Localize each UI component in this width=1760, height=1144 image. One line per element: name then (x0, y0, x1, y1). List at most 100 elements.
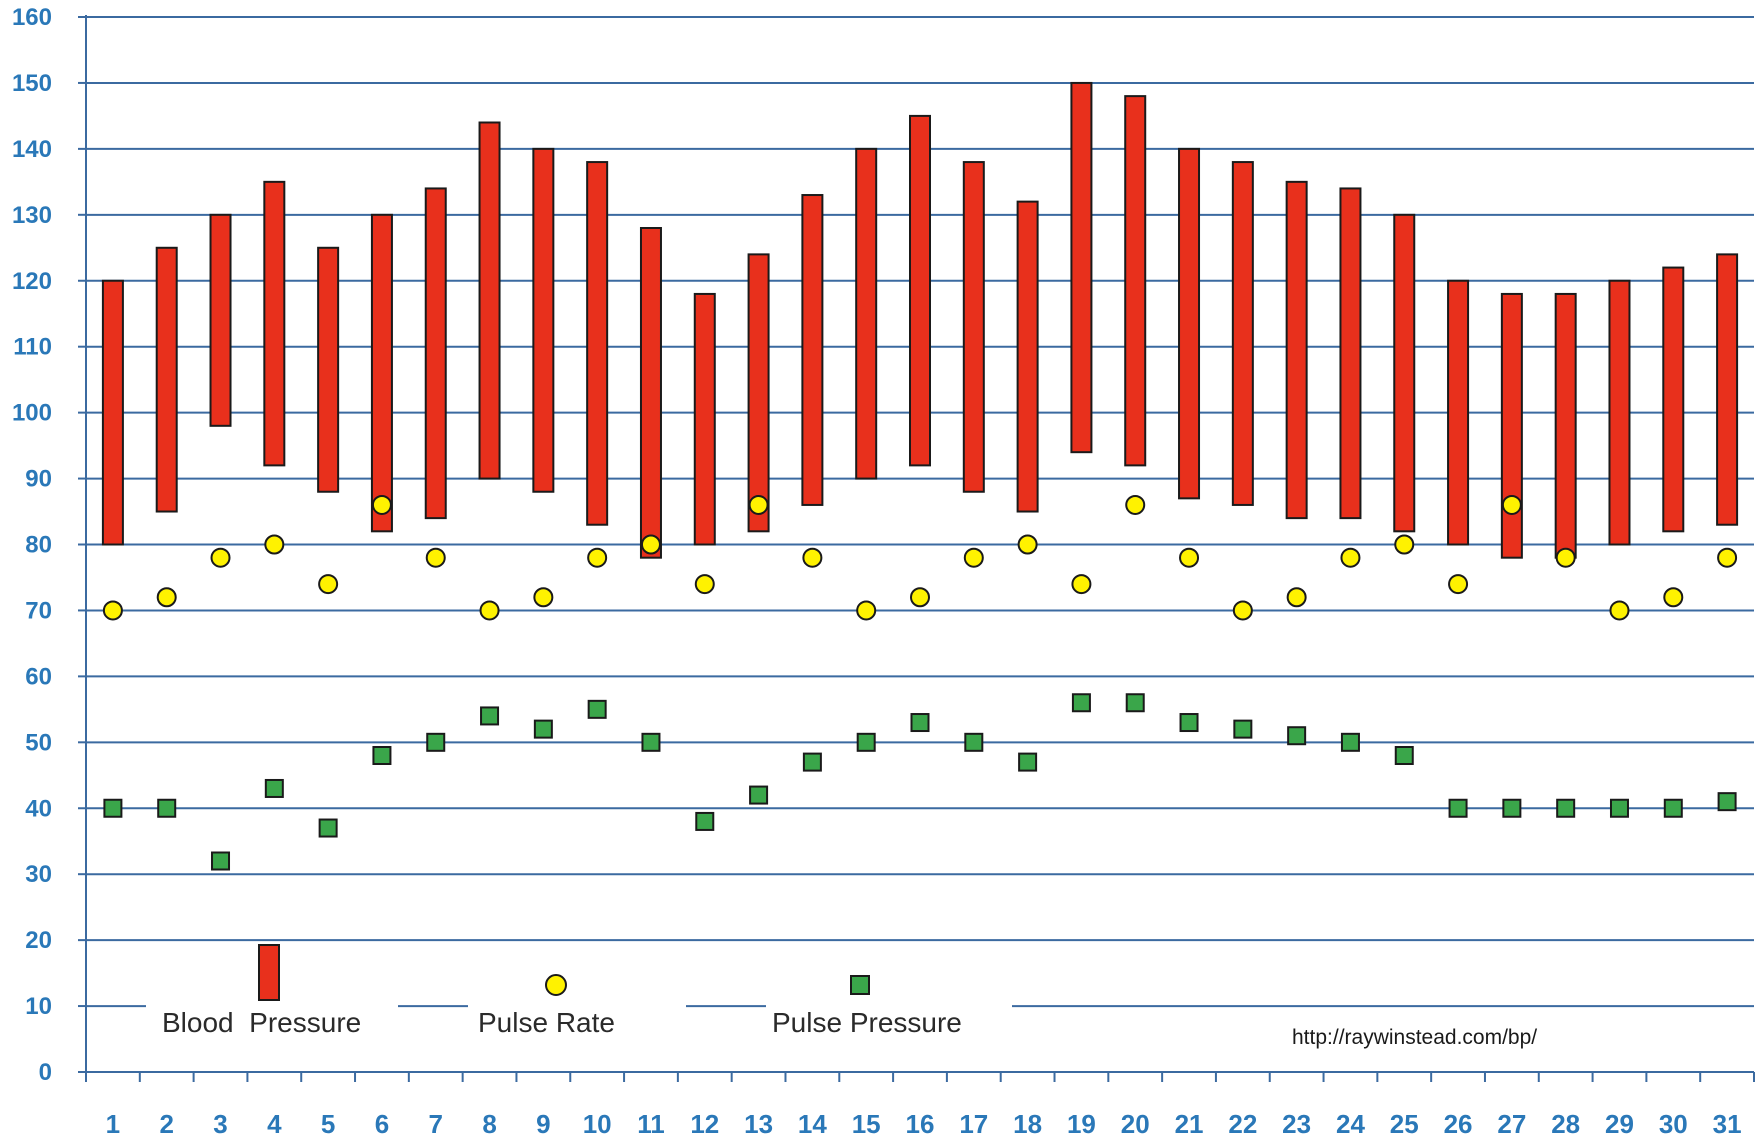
y-tick-label-40: 40 (25, 795, 52, 822)
bp-bar-day-10 (586, 161, 609, 526)
y-tick-label-150: 150 (12, 70, 52, 97)
bp-bar-day-16 (909, 114, 931, 467)
bp-bar-day-22 (1231, 161, 1254, 506)
bp-bar-day-29 (1608, 279, 1631, 546)
pulse-pressure-point-day-22 (1233, 719, 1253, 739)
pulse-rate-point-day-27 (1501, 494, 1522, 515)
legend: Blood Pressure Pulse Rate Pulse Pressure… (162, 944, 1537, 1049)
pulse-rate-point-day-26 (1448, 574, 1469, 595)
pulse-pressure-point-day-1 (103, 798, 123, 818)
bp-bar-day-18 (1016, 200, 1039, 513)
pulse-pressure-point-day-9 (533, 719, 553, 739)
pulse-pressure-point-day-3 (211, 851, 231, 871)
legend-swatch-pulse-rate (545, 974, 567, 996)
pulse-rate-point-day-15 (856, 600, 877, 621)
bp-bar-day-3 (209, 213, 232, 427)
x-tick-label-2: 2 (159, 1109, 173, 1139)
x-tick-label-20: 20 (1121, 1109, 1150, 1139)
pulse-rate-point-day-4 (264, 534, 285, 555)
pulse-rate-point-day-2 (156, 587, 177, 608)
pulse-pressure-point-day-11 (641, 732, 661, 752)
pulse-rate-point-day-30 (1663, 587, 1684, 608)
x-tick-label-18: 18 (1013, 1109, 1042, 1139)
bp-bar-day-4 (263, 180, 286, 467)
pulse-rate-point-day-6 (371, 494, 392, 515)
pulse-rate-point-day-20 (1125, 494, 1146, 515)
y-tick-label-70: 70 (25, 597, 52, 624)
x-tick-label-24: 24 (1336, 1109, 1365, 1139)
bp-bar-day-24 (1339, 187, 1362, 520)
pulse-rate-point-day-23 (1286, 587, 1307, 608)
bp-bar-day-20 (1124, 95, 1147, 467)
x-tick-label-7: 7 (429, 1109, 443, 1139)
y-tick-label-60: 60 (25, 663, 52, 690)
pulse-pressure-point-day-19 (1071, 693, 1091, 713)
x-tick-label-6: 6 (375, 1109, 389, 1139)
bp-bar-day-6 (370, 213, 393, 533)
pulse-pressure-point-day-18 (1018, 752, 1038, 772)
pulse-rate-point-day-5 (318, 574, 339, 595)
pulse-rate-point-day-22 (1232, 600, 1253, 621)
source-url-annotation: http://raywinstead.com/bp/ (1292, 1026, 1537, 1049)
pulse-pressure-point-day-7 (426, 732, 446, 752)
pulse-rate-point-day-25 (1394, 534, 1415, 555)
bp-bar-day-2 (155, 246, 178, 513)
y-tick-label-120: 120 (12, 268, 52, 295)
pulse-rate-point-day-16 (910, 587, 930, 608)
pulse-rate-point-day-14 (802, 547, 823, 568)
x-tick-label-28: 28 (1551, 1109, 1580, 1139)
x-tick-labels: 1 2 3 4 5 6 7 8 9 10 11 12 13 14 15 16 17 18 19 20 21 22 23 24 2… (106, 1109, 1742, 1139)
legend-swatch-pulse-pressure (850, 975, 870, 995)
pulse-pressure-point-day-20 (1125, 693, 1145, 713)
pulse-rate-point-day-7 (425, 547, 446, 568)
pulse-pressure-point-day-5 (318, 818, 338, 838)
bp-bar-day-14 (801, 194, 824, 506)
x-tick-label-9: 9 (536, 1109, 550, 1139)
pulse-rate-point-day-11 (640, 534, 661, 555)
pulse-rate-point-day-13 (748, 494, 769, 515)
y-tick-label-140: 140 (12, 136, 52, 163)
pulse-rate-point-day-17 (963, 547, 984, 568)
pulse-pressure-point-day-6 (372, 746, 392, 765)
pulse-pressure-point-day-17 (964, 732, 984, 752)
pulse-rate-point-day-21 (1179, 547, 1200, 568)
pulse-pressure-point-day-14 (802, 752, 822, 772)
x-tick-label-17: 17 (959, 1109, 988, 1139)
x-tick-label-25: 25 (1390, 1109, 1419, 1139)
pulse-pressure-point-day-10 (587, 699, 607, 719)
x-tick-label-4: 4 (267, 1109, 282, 1139)
bp-bar-day-21 (1178, 147, 1201, 500)
axes (78, 15, 1755, 1082)
bp-bar-day-13 (747, 253, 770, 533)
x-tick-label-10: 10 (583, 1109, 612, 1139)
bp-bar-day-5 (317, 246, 340, 493)
blood-pressure-bars (101, 81, 1739, 559)
pulse-pressure-point-day-4 (264, 778, 284, 798)
bp-bar-day-8 (478, 121, 501, 480)
x-tick-label-5: 5 (321, 1109, 335, 1139)
x-tick-label-16: 16 (906, 1109, 935, 1139)
y-tick-label-100: 100 (12, 400, 52, 427)
pulse-pressure-point-day-25 (1394, 746, 1414, 765)
pulse-pressure-point-day-21 (1179, 713, 1199, 733)
x-tick-label-14: 14 (798, 1109, 827, 1139)
bp-bar-day-31 (1716, 253, 1739, 526)
pulse-rate-point-day-24 (1340, 547, 1361, 568)
pulse-rate-point-day-1 (102, 600, 123, 621)
markers (102, 494, 1738, 871)
y-tick-label-50: 50 (25, 729, 52, 756)
pulse-pressure-point-day-31 (1717, 792, 1737, 812)
bp-bar-day-30 (1662, 266, 1685, 533)
y-tick-label-130: 130 (12, 202, 52, 229)
x-tick-label-23: 23 (1282, 1109, 1311, 1139)
y-tick-label-0: 0 (39, 1059, 52, 1086)
pulse-rate-point-day-28 (1555, 547, 1576, 568)
bp-bar-day-11 (639, 227, 662, 559)
pulse-pressure-point-day-15 (856, 732, 876, 752)
x-tick-label-19: 19 (1067, 1109, 1096, 1139)
pulse-rate-point-day-31 (1717, 547, 1738, 568)
pulse-rate-point-day-10 (587, 547, 608, 568)
y-tick-label-20: 20 (25, 927, 52, 954)
bp-bar-day-7 (424, 187, 447, 520)
